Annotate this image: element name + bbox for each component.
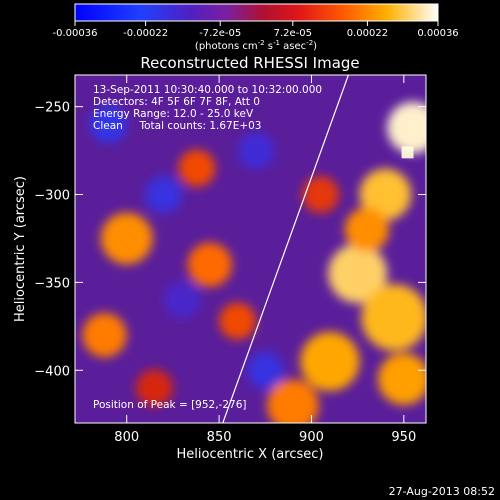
x-tick-label: 950: [391, 430, 416, 445]
peak-marker: [401, 146, 414, 159]
annotation-line: Clean Total counts: 1.67E+03: [93, 120, 262, 132]
intensity-field: [82, 101, 426, 423]
chart-title: Reconstructed RHESSI Image: [140, 54, 359, 72]
intensity-blob: [178, 149, 216, 187]
annotation-line: Energy Range: 12.0 - 25.0 keV: [93, 108, 254, 120]
annotation-line: Detectors: 4F 5F 6F 7F 8F, Att 0: [93, 96, 260, 108]
intensity-blob: [387, 101, 426, 154]
intensity-blob: [302, 176, 340, 213]
intensity-blob: [82, 312, 127, 358]
colorbar-tick-label: 7.2e-05: [274, 28, 312, 39]
intensity-blob: [328, 244, 388, 304]
intensity-blob: [361, 284, 426, 351]
x-tick-label: 900: [299, 430, 324, 445]
y-axis-label: Heliocentric Y (arcsec): [13, 176, 28, 322]
intensity-blob: [377, 353, 426, 405]
x-tick-label: 800: [114, 430, 139, 445]
axis-ticks: 800 850 900 950 −250 −300 −350 −400: [34, 75, 426, 445]
intensity-blob: [237, 132, 275, 170]
y-tick-label: −250: [34, 101, 70, 116]
intensity-blob: [100, 212, 153, 265]
peak-position-label: Position of Peak = [952,-276]: [93, 399, 247, 411]
colorbar: [74, 3, 439, 22]
intensity-blob: [187, 242, 233, 287]
y-tick-label: −300: [34, 189, 70, 204]
intensity-blob: [246, 351, 284, 389]
intensity-blob: [267, 379, 319, 423]
x-axis-label: Heliocentric X (arcsec): [177, 447, 324, 462]
solar-limb-line: [222, 75, 349, 423]
intensity-blob: [359, 168, 412, 221]
plot-frame: [74, 74, 427, 424]
intensity-blob: [163, 281, 201, 319]
colorbar-tick-label: -0.00036: [53, 28, 98, 39]
colorbar-ticks: -0.00036 -0.00022 -7.2e-05 7.2e-05 0.00022 0.…: [53, 21, 459, 39]
intensity-blob: [89, 105, 127, 143]
footer-timestamp: 27-Aug-2013 08:52: [389, 485, 495, 498]
intensity-blob: [300, 331, 360, 392]
intensity-blob: [135, 369, 173, 407]
intensity-blob: [344, 207, 390, 252]
x-tick-label: 850: [207, 430, 232, 445]
y-tick-label: −350: [34, 276, 70, 291]
annotation-line: 13-Sep-2011 10:30:40.000 to 10:32:00.000: [93, 84, 322, 96]
colorbar-unit-label: (photons cm-2 s-1 asec-2): [195, 39, 317, 52]
colorbar-tick-label: 0.00036: [417, 28, 458, 39]
intensity-blob: [219, 302, 257, 340]
colorbar-tick-label: -0.00022: [123, 28, 168, 39]
colorbar-tick-label: 0.00022: [347, 28, 388, 39]
intensity-blob: [145, 176, 183, 213]
info-annotations: 13-Sep-2011 10:30:40.000 to 10:32:00.000…: [93, 84, 322, 132]
colorbar-tick-label: -7.2e-05: [199, 28, 241, 39]
y-tick-label: −400: [34, 364, 70, 379]
